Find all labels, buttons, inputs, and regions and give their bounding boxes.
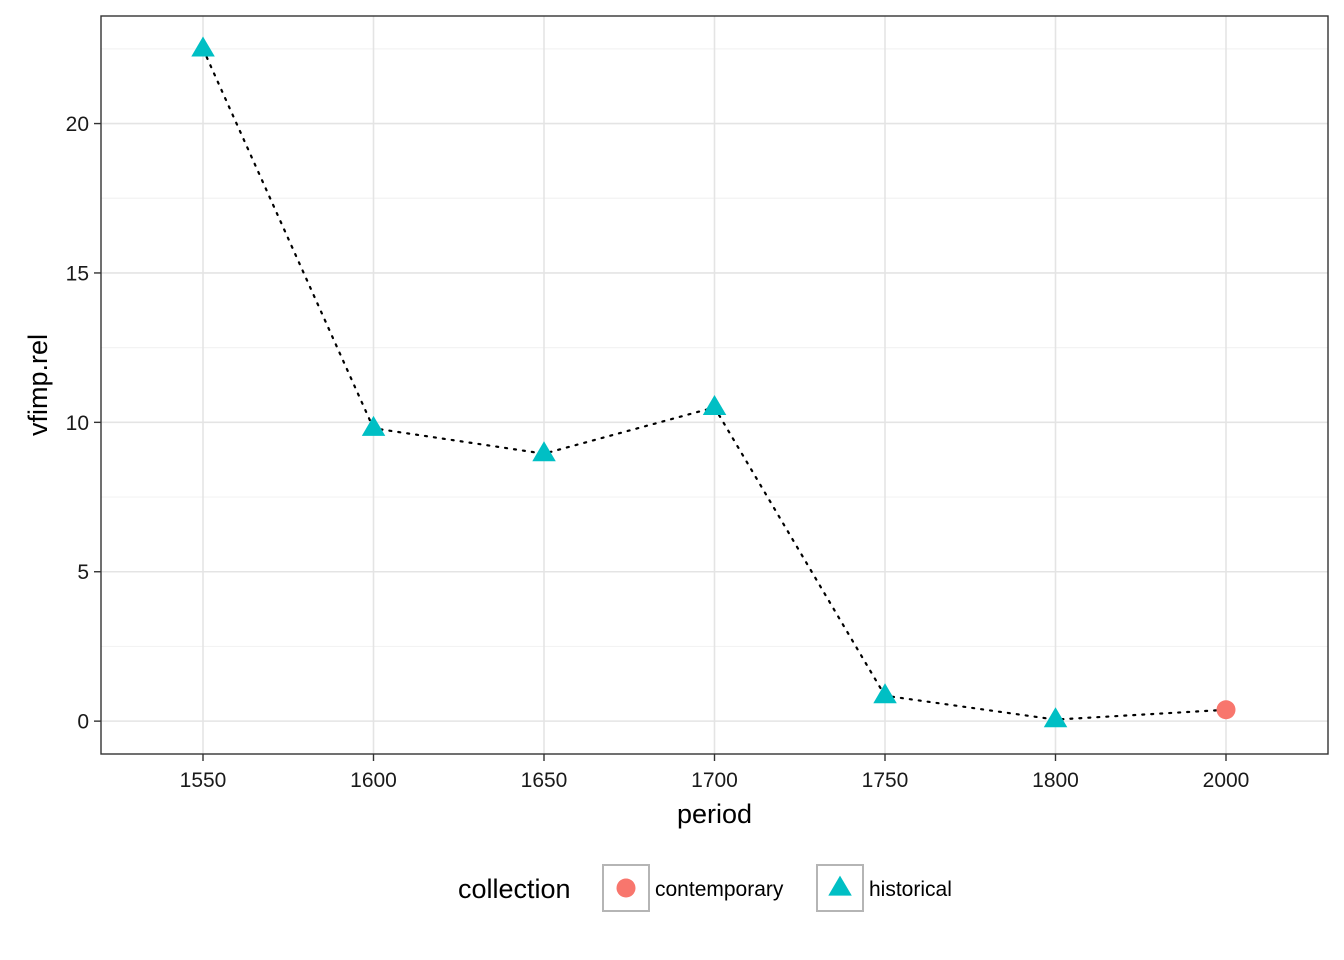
y-tick-label: 5 bbox=[77, 561, 89, 584]
x-tick-label: 1600 bbox=[350, 769, 397, 792]
data-points bbox=[191, 36, 1236, 728]
point-1700 bbox=[702, 395, 727, 415]
y-tick-label: 15 bbox=[66, 262, 89, 285]
point-2000 bbox=[1216, 700, 1236, 720]
y-axis-title: vfimp.rel bbox=[23, 334, 53, 436]
point-1800 bbox=[1043, 707, 1068, 728]
legend-circle-icon bbox=[616, 878, 636, 898]
point-1600 bbox=[361, 415, 386, 436]
point-1750 bbox=[873, 683, 897, 704]
x-tick-label: 1750 bbox=[862, 769, 909, 792]
y-tick-label: 10 bbox=[66, 412, 89, 435]
x-tick-label: 1650 bbox=[521, 769, 568, 792]
x-axis-title: period bbox=[677, 799, 752, 829]
x-tick-label: 1550 bbox=[180, 769, 227, 792]
point-1650 bbox=[532, 441, 556, 462]
legend-title: collection bbox=[458, 874, 571, 904]
axes: 0 5 10 15 20 1550 1600 1650 1700 1750 1800 2000 bbox=[66, 113, 1250, 792]
x-tick-label: 2000 bbox=[1203, 769, 1250, 792]
legend-label-historical: historical bbox=[869, 878, 952, 901]
legend-triangle-icon bbox=[828, 875, 852, 896]
legend-label-contemporary: contemporary bbox=[655, 878, 784, 901]
legend: collection contemporary historical bbox=[458, 864, 952, 912]
x-tick-label: 1700 bbox=[691, 769, 738, 792]
y-tick-label: 0 bbox=[77, 711, 89, 734]
point-1550 bbox=[191, 36, 215, 57]
legend-key-historical bbox=[816, 864, 864, 912]
y-tick-label: 20 bbox=[66, 113, 89, 136]
x-tick-label: 1800 bbox=[1032, 769, 1079, 792]
grid-lines bbox=[101, 16, 1328, 754]
